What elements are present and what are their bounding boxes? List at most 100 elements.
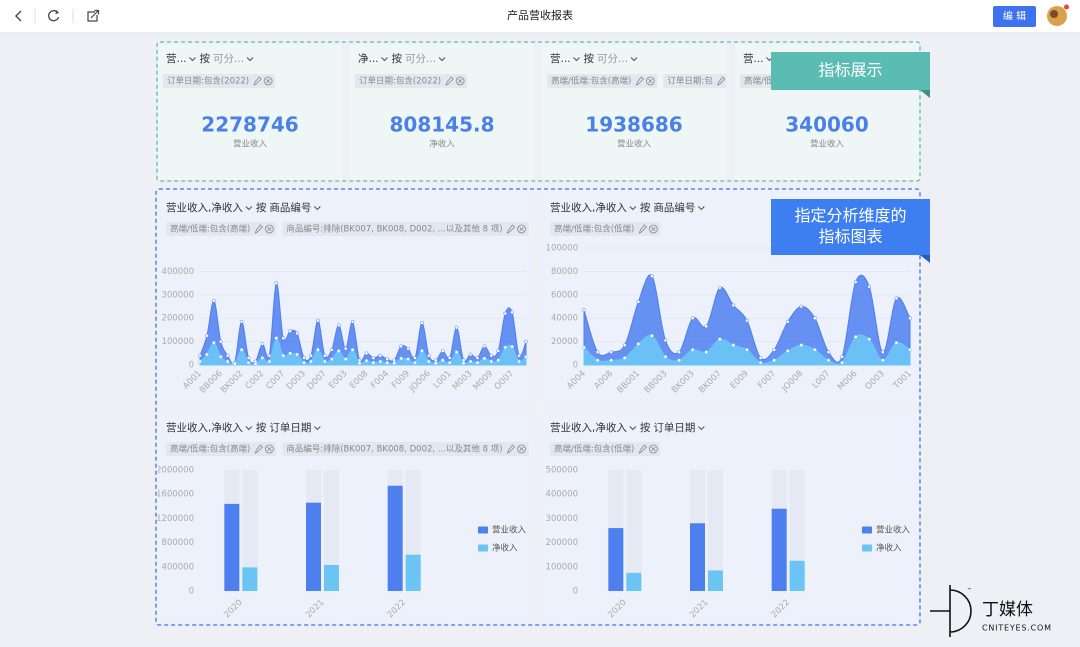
- dropdown-arrow[interactable]: [313, 426, 321, 431]
- y-tick-label: 800000: [162, 538, 194, 548]
- remove-filter-icon[interactable]: [648, 224, 658, 234]
- legend-label[interactable]: 净收入: [876, 543, 902, 554]
- legend-swatch[interactable]: [478, 526, 488, 534]
- y-tick-label: 40000: [551, 314, 578, 324]
- title-dimension[interactable]: 订单日期: [653, 422, 695, 434]
- share-icon[interactable]: [87, 9, 100, 22]
- title-dimension[interactable]: 可分...: [213, 53, 244, 65]
- dropdown-arrow[interactable]: [438, 57, 446, 62]
- title-measure[interactable]: 营业收入,净收入: [166, 421, 243, 434]
- filter-chip: [663, 74, 726, 88]
- remove-filter-icon[interactable]: [263, 76, 273, 86]
- bar: [306, 502, 321, 591]
- data-point: [650, 333, 654, 338]
- legend-label[interactable]: 营业收入: [876, 525, 911, 536]
- edit-filter-icon[interactable]: [506, 224, 516, 234]
- data-point: [406, 357, 410, 361]
- bar: [690, 523, 705, 591]
- data-point: [267, 353, 272, 358]
- title-dimension[interactable]: 可分...: [597, 53, 628, 65]
- data-point: [323, 353, 327, 358]
- edit-filter-icon[interactable]: [253, 76, 262, 86]
- dropdown-arrow[interactable]: [246, 57, 254, 62]
- dropdown-arrow[interactable]: [697, 206, 705, 211]
- dropdown-arrow[interactable]: [245, 426, 253, 431]
- data-point: [288, 329, 293, 333]
- title-dimension[interactable]: 商品编号: [269, 201, 311, 214]
- title-measure[interactable]: 营业收入,净收入: [166, 201, 243, 214]
- title-measure[interactable]: 营...: [743, 52, 764, 65]
- title-dimension[interactable]: 商品编号: [653, 201, 695, 214]
- legend-label[interactable]: 营业收入: [492, 525, 527, 536]
- content: 营... 按可分...订单日期:包含(2022)2278746营业收入净... 按可…: [158, 43, 930, 623]
- remove-filter-icon[interactable]: [264, 444, 274, 454]
- data-point: [524, 339, 528, 344]
- data-point: [385, 361, 390, 365]
- remove-filter-icon[interactable]: [645, 76, 655, 86]
- bar: [224, 503, 240, 591]
- dropdown-arrow[interactable]: [245, 206, 253, 211]
- dropdown-arrow[interactable]: [629, 426, 637, 431]
- edit-button[interactable]: [993, 6, 1036, 27]
- data-point: [343, 346, 348, 351]
- filter-chip: [550, 222, 661, 236]
- title-by: 按: [640, 201, 651, 214]
- data-point: [288, 351, 293, 356]
- legend-swatch[interactable]: [478, 544, 488, 552]
- remove-filter-icon[interactable]: [517, 444, 526, 454]
- data-point: [772, 347, 777, 352]
- title-measure[interactable]: 营业收入,净收入: [550, 421, 627, 434]
- filter-chip: [547, 74, 658, 88]
- title-measure[interactable]: 净...: [358, 52, 379, 65]
- remove-filter-icon[interactable]: [648, 444, 658, 454]
- data-point: [582, 308, 586, 312]
- data-point: [690, 316, 695, 321]
- edit-button-label[interactable]: 编 辑: [1003, 10, 1026, 23]
- data-point: [908, 347, 912, 352]
- edit-filter-icon[interactable]: [717, 76, 726, 86]
- edit-filter-icon[interactable]: [445, 76, 454, 86]
- data-point: [731, 303, 736, 308]
- remove-filter-icon[interactable]: [517, 224, 526, 234]
- dropdown-arrow[interactable]: [313, 206, 321, 211]
- legend-swatch[interactable]: [862, 544, 872, 552]
- dropdown-arrow[interactable]: [189, 57, 196, 62]
- remove-filter-icon[interactable]: [264, 224, 274, 234]
- edit-filter-icon[interactable]: [638, 224, 647, 234]
- data-point: [295, 331, 299, 336]
- edit-filter-icon[interactable]: [254, 224, 263, 234]
- data-point: [392, 361, 397, 365]
- data-point: [420, 349, 424, 353]
- legend-swatch[interactable]: [862, 526, 872, 534]
- data-point: [232, 361, 237, 366]
- dropdown-arrow[interactable]: [381, 57, 388, 62]
- title-measure[interactable]: 营业收入,净收入: [550, 201, 627, 214]
- card: 营... 按可分... 订单日期:包含(2022) 2278746 营业收入: [163, 52, 299, 150]
- edit-filter-icon[interactable]: [506, 444, 516, 454]
- edit-filter-icon[interactable]: [254, 444, 263, 454]
- legend-label[interactable]: 净收入: [492, 543, 518, 554]
- remove-filter-icon[interactable]: [455, 76, 465, 86]
- back-icon[interactable]: [15, 10, 22, 22]
- remove-filter-cross: [267, 446, 272, 452]
- title-dimension[interactable]: 订单日期: [269, 422, 311, 434]
- data-point: [427, 359, 431, 364]
- edit-filter-icon[interactable]: [635, 76, 644, 86]
- data-point: [364, 358, 369, 363]
- filter-label: 订单日期:包含(2022): [167, 76, 249, 87]
- dropdown-arrow[interactable]: [630, 57, 638, 62]
- bar: [789, 560, 805, 591]
- edit-filter-icon[interactable]: [638, 444, 647, 454]
- data-point: [447, 356, 452, 360]
- data-point: [731, 343, 736, 347]
- dropdown-arrow[interactable]: [629, 206, 637, 211]
- title-measure[interactable]: 营...: [550, 52, 571, 65]
- title-measure[interactable]: 营...: [166, 52, 187, 65]
- title-dimension[interactable]: 可分...: [405, 53, 436, 65]
- dropdown-arrow[interactable]: [573, 57, 580, 62]
- data-point: [302, 360, 306, 365]
- dropdown-arrow[interactable]: [697, 426, 705, 431]
- refresh-icon[interactable]: [48, 10, 60, 22]
- data-point: [461, 361, 466, 365]
- data-point: [908, 316, 912, 321]
